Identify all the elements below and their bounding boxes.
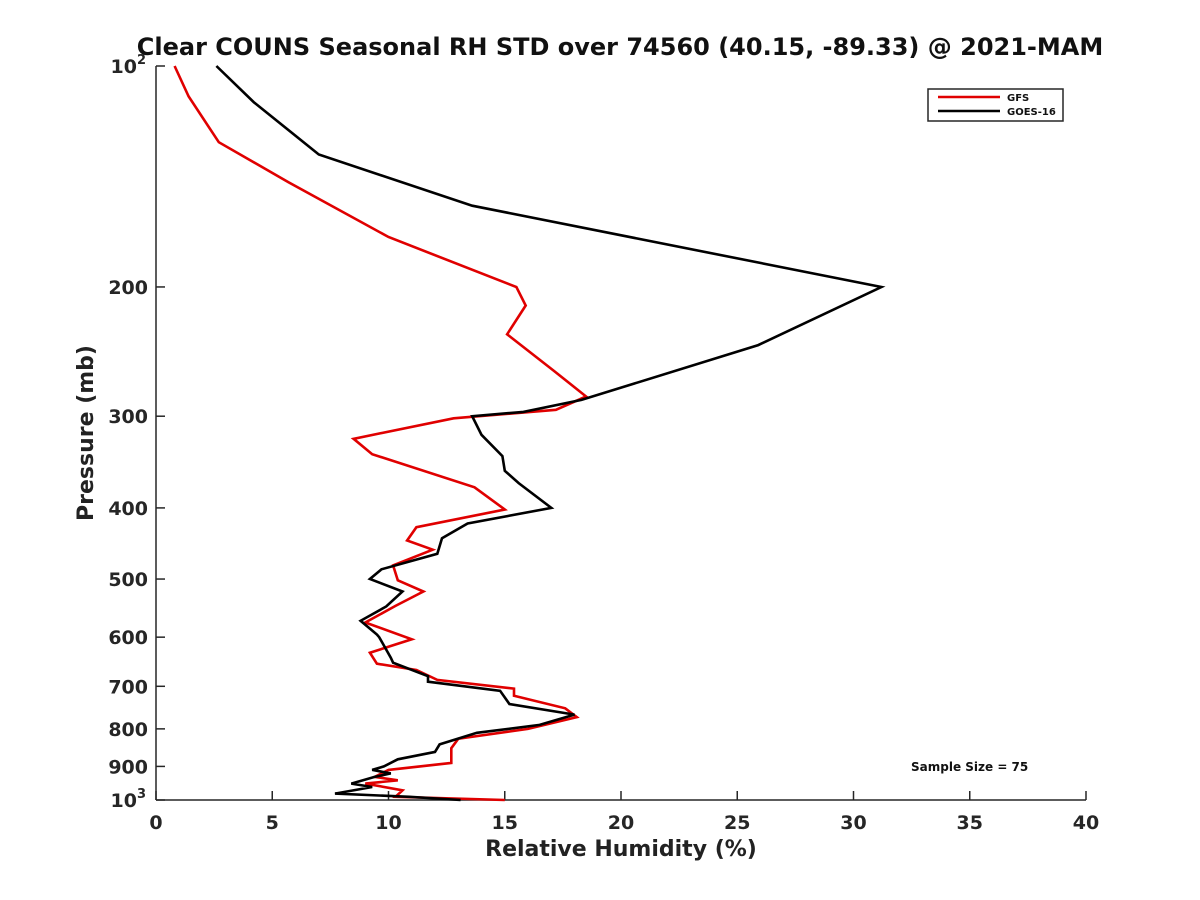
y-tick-label: 102 [111,53,147,78]
x-tick-label: 0 [149,812,162,834]
y-tick-base: 10 [111,56,137,78]
legend-label-goes16: GOES-16 [1007,107,1056,118]
y-tick-label: 900 [108,756,148,778]
x-axis-ticks: 0 5 10 15 20 25 30 35 40 [149,791,1099,834]
x-tick-label: 35 [957,812,983,834]
y-tick-label: 700 [108,676,148,698]
y-tick-base: 900 [108,756,148,778]
x-tick-label: 10 [375,812,401,834]
sample-size-annotation: Sample Size = 75 [911,760,1028,774]
y-tick-base: 600 [108,627,148,649]
series-lines [173,65,886,802]
legend: GFS GOES-16 [927,88,1064,122]
y-tick-base: 10 [111,790,137,812]
x-tick-label: 40 [1073,812,1099,834]
y-tick-exponent: 2 [137,53,146,68]
y-tick-base: 500 [108,569,148,591]
x-tick-label: 5 [266,812,279,834]
y-tick-label: 103 [111,787,147,812]
y-tick-base: 700 [108,676,148,698]
chart-title: Clear COUNS Seasonal RH STD over 74560 (… [137,33,1103,61]
y-tick-label: 500 [108,569,148,591]
x-tick-label: 20 [608,812,634,834]
series-line-gfs [173,65,589,802]
y-tick-label: 800 [108,719,148,741]
y-tick-base: 300 [108,406,148,428]
legend-label-gfs: GFS [1007,93,1029,104]
y-tick-label: 300 [108,406,148,428]
y-tick-base: 400 [108,498,148,520]
plot-area: 0 5 10 15 20 25 30 35 40 10220030040050060070080… [108,53,1099,834]
x-axis-label: Relative Humidity (%) [485,837,757,862]
y-tick-label: 400 [108,498,148,520]
y-tick-base: 200 [108,277,148,299]
x-tick-label: 25 [724,812,750,834]
legend-box [927,88,1064,122]
y-tick-exponent: 3 [137,787,146,802]
y-tick-base: 800 [108,719,148,741]
x-tick-label: 30 [840,812,866,834]
y-tick-label: 200 [108,277,148,299]
y-axis-label: Pressure (mb) [74,345,99,521]
x-tick-label: 15 [492,812,518,834]
y-tick-label: 600 [108,627,148,649]
series-line-goes-16 [215,65,886,802]
